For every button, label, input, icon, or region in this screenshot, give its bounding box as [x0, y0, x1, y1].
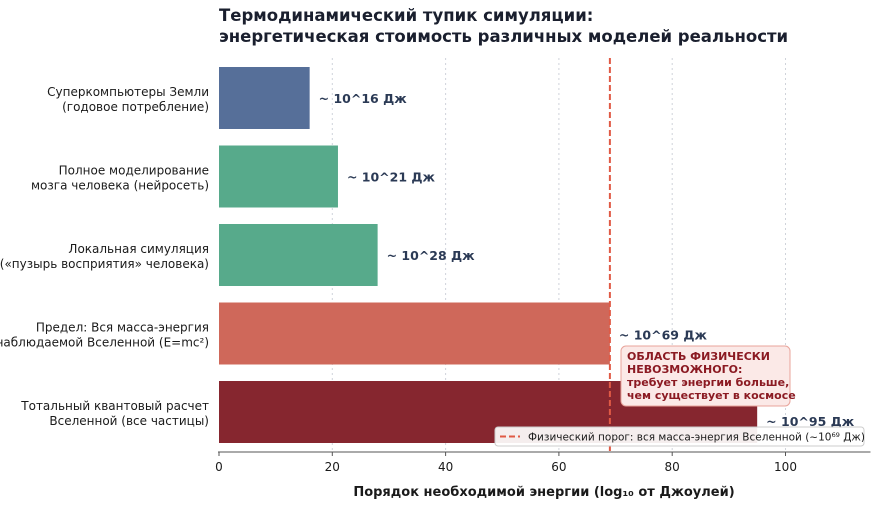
annotation-text: ОБЛАСТЬ ФИЗИЧЕСКИ НЕВОЗМОЖНОГО: требует эн… — [627, 350, 796, 402]
value-label: ~ 10^16 Дж — [319, 91, 408, 106]
category-label: Предел: Вся масса-энергия наблюдаемой Все… — [0, 321, 209, 350]
category-label: Тотальный квантовый расчет Вселенной (все… — [20, 399, 209, 428]
bar — [219, 224, 378, 286]
x-tick-label: 100 — [774, 460, 797, 474]
chart-title-line: Термодинамический тупик симуляции: — [219, 6, 593, 25]
bar — [219, 67, 310, 129]
chart-title-line: энергетическая стоимость различных модел… — [219, 27, 788, 46]
x-tick-label: 0 — [215, 460, 223, 474]
value-label: ~ 10^28 Дж — [387, 248, 476, 263]
legend-text: Физический порог: вся масса-энергия Всел… — [528, 432, 865, 444]
annotation-box — [620, 345, 791, 407]
value-label: ~ 10^95 Дж — [766, 414, 855, 429]
category-label: Суперкомпьютеры Земли (годовое потреблени… — [47, 85, 209, 114]
category-label: Полное моделирование мозга человека (нейр… — [31, 164, 209, 193]
category-label: Локальная симуляция («пузырь восприятия» … — [0, 242, 209, 271]
value-label: ~ 10^69 Дж — [619, 328, 708, 343]
x-tick-label: 40 — [438, 460, 453, 474]
x-axis-label: Порядок необходимой энергии (log₁₀ от Дж… — [353, 485, 734, 500]
x-tick-label: 20 — [325, 460, 340, 474]
bar — [219, 145, 338, 208]
x-tick-label: 80 — [665, 460, 680, 474]
x-tick-label: 60 — [551, 460, 566, 474]
bar — [219, 302, 610, 365]
value-label: ~ 10^21 Дж — [347, 170, 436, 185]
legend-box — [494, 426, 865, 447]
